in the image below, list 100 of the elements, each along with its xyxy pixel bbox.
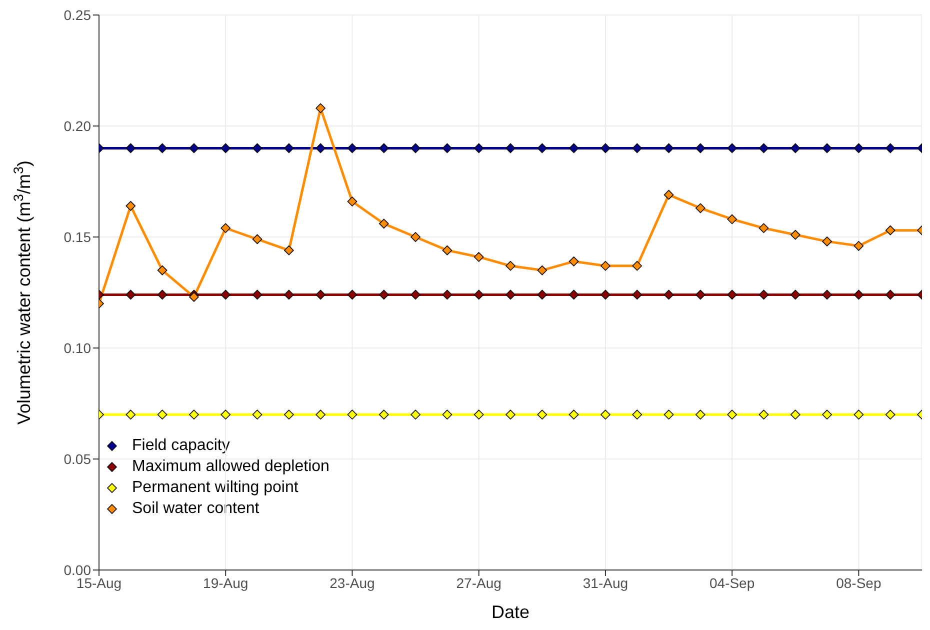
point	[537, 143, 548, 154]
point	[822, 236, 832, 246]
point	[157, 410, 168, 420]
point	[727, 290, 737, 300]
x-tick-label: 19-Aug	[203, 574, 248, 591]
point	[885, 290, 896, 300]
legend-label: Permanent wilting point	[132, 478, 298, 498]
point	[506, 260, 516, 271]
point	[442, 245, 452, 256]
y-tick-label: 0.15	[64, 228, 92, 245]
point	[537, 265, 548, 276]
x-tick-label: 27-Aug	[456, 574, 502, 591]
point	[885, 225, 896, 236]
point	[157, 290, 168, 300]
point	[410, 143, 420, 154]
point	[854, 290, 864, 300]
point	[474, 252, 484, 262]
point	[347, 196, 358, 206]
x-tick-label: 31-Aug	[582, 574, 628, 591]
point	[854, 143, 864, 154]
x-tick-label: 23-Aug	[330, 574, 375, 591]
point	[410, 410, 420, 420]
point	[727, 410, 737, 420]
point	[822, 410, 832, 420]
point	[378, 410, 389, 420]
point	[189, 410, 199, 420]
point	[632, 260, 642, 271]
point	[537, 290, 548, 300]
point	[410, 232, 420, 242]
point	[664, 410, 674, 420]
legend-label: Field capacity	[132, 436, 230, 456]
point	[442, 143, 452, 154]
x-axis-title: Date	[491, 602, 530, 622]
point	[854, 240, 864, 251]
point	[758, 290, 769, 300]
point	[410, 290, 420, 300]
point	[316, 143, 326, 154]
point	[252, 290, 262, 300]
point	[790, 230, 800, 240]
point	[885, 143, 896, 154]
point	[220, 290, 231, 300]
point	[252, 234, 262, 244]
point	[568, 410, 579, 420]
point	[696, 143, 706, 154]
point	[568, 256, 579, 266]
point	[474, 410, 484, 420]
point	[790, 410, 800, 420]
point	[632, 143, 642, 154]
point	[727, 143, 737, 154]
legend-label: Maximum allowed depletion	[132, 457, 330, 477]
y-tick-label: 0.05	[64, 450, 92, 467]
point	[252, 143, 262, 154]
point	[316, 103, 326, 114]
point	[442, 290, 452, 300]
point	[537, 410, 548, 420]
point	[378, 143, 389, 154]
point	[790, 143, 800, 154]
point	[347, 290, 358, 300]
y-tick-label: 0.25	[64, 6, 92, 23]
point	[854, 410, 864, 420]
point	[126, 410, 136, 420]
point	[378, 218, 389, 229]
point	[664, 143, 674, 154]
point	[189, 292, 199, 302]
point	[474, 143, 484, 154]
point	[600, 260, 610, 271]
point	[506, 410, 516, 420]
point	[252, 410, 262, 420]
point	[696, 410, 706, 420]
point	[758, 410, 769, 420]
point	[568, 143, 579, 154]
point	[664, 290, 674, 300]
point	[220, 143, 231, 154]
point	[126, 201, 136, 211]
y-tick-label: 0.10	[64, 340, 92, 356]
point	[664, 190, 674, 200]
point	[727, 214, 737, 224]
point	[696, 290, 706, 300]
point	[758, 143, 769, 154]
x-tick-label: 08-Sep	[836, 574, 882, 591]
point	[885, 410, 896, 420]
y-tick-label: 0.20	[64, 118, 92, 134]
point	[126, 290, 136, 300]
point	[189, 143, 199, 154]
point	[347, 143, 358, 154]
point	[600, 290, 610, 300]
point	[284, 290, 294, 300]
point	[696, 203, 706, 214]
point	[220, 223, 231, 234]
point	[378, 290, 389, 300]
point	[284, 245, 294, 256]
point	[284, 143, 294, 154]
point	[632, 290, 642, 300]
point	[157, 265, 168, 276]
point	[442, 410, 452, 420]
point	[600, 410, 610, 420]
point	[506, 143, 516, 154]
point	[822, 290, 832, 300]
point	[822, 143, 832, 154]
point	[632, 410, 642, 420]
